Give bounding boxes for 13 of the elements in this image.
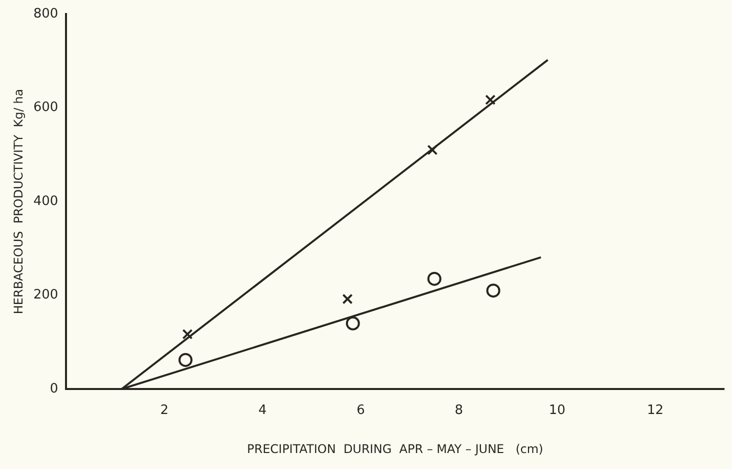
x-tick-label: 8 <box>454 403 464 418</box>
x-tick-label: 2 <box>160 403 169 418</box>
y-tick-label: 800 <box>33 6 58 22</box>
x-tick-label: 12 <box>647 403 664 418</box>
y-tick-label: 0 <box>50 381 58 396</box>
y-tick-label: 400 <box>33 194 58 209</box>
x-tick-label: 4 <box>258 403 267 418</box>
x-tick-label: 6 <box>356 403 365 418</box>
y-tick-label: 200 <box>33 288 58 303</box>
x-tick-label: 10 <box>548 403 566 418</box>
y-axis-title: HERBACEOUS PRODUCTIVITY Kg/ ha <box>11 88 26 314</box>
x-axis-title: PRECIPITATION DURING APR – MAY – JUNE (cm) <box>246 442 544 456</box>
y-tick-label: 600 <box>33 100 58 116</box>
